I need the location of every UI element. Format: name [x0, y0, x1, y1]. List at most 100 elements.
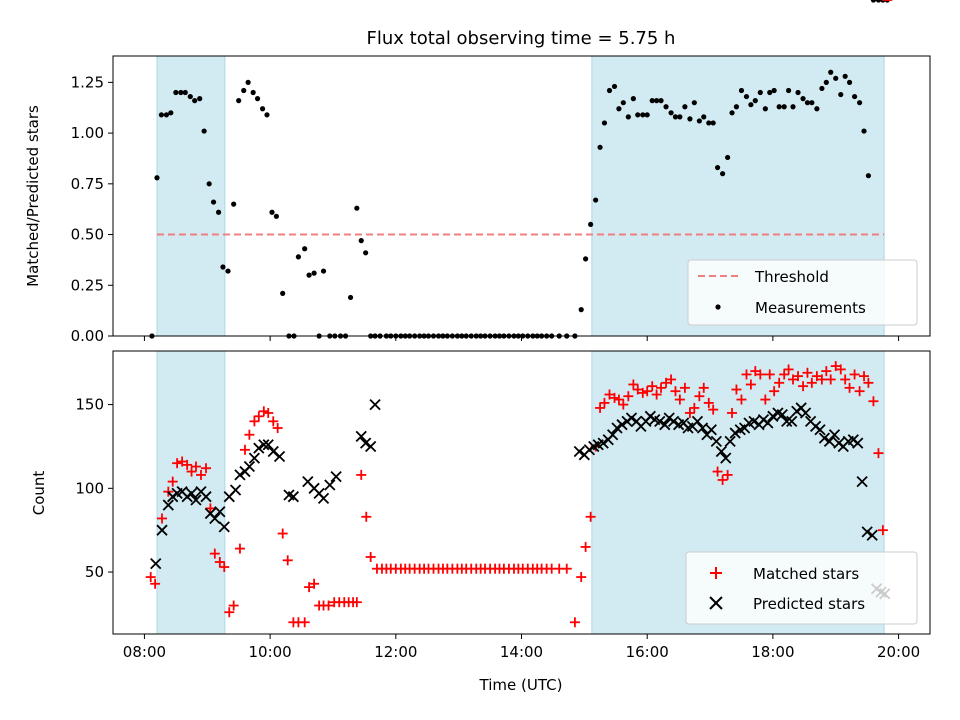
predicted-star-point: [691, 415, 704, 427]
legend-measurements-label: Measurements: [755, 299, 866, 317]
matched-star-point: [632, 384, 643, 395]
predicted-star-point: [852, 437, 864, 449]
top-y-axis-label: Matched/Predicted stars: [24, 105, 42, 287]
predicted-star-point: [729, 427, 741, 439]
matched-star-point: [769, 386, 780, 397]
matched-star-point: [806, 377, 817, 388]
measurement-point: [192, 98, 198, 104]
matched-star-point: [674, 394, 685, 405]
measurement-point: [259, 106, 266, 112]
matched-star-point: [793, 371, 804, 382]
measurement-point: [677, 114, 683, 120]
legend-predicted-label: Predicted stars: [753, 595, 865, 613]
bottom-x-axis-label: Time (UTC): [479, 676, 563, 694]
predicted-star-point: [190, 494, 202, 506]
predicted-star-point: [781, 415, 793, 427]
measurement-point: [654, 98, 660, 104]
measurement-point: [241, 87, 247, 94]
predicted-star-point: [218, 521, 230, 533]
matched-star-point: [750, 366, 761, 377]
predicted-star-point: [258, 439, 270, 451]
matched-star-point: [670, 386, 681, 397]
bottom-y-axis-label: Count: [30, 471, 48, 516]
predicted-star-point: [866, 529, 878, 541]
matched-star-point: [234, 543, 245, 554]
top-x-ticks: [143, 336, 900, 341]
matched-star-point: [609, 392, 620, 403]
predicted-star-point: [330, 470, 342, 483]
matched-star-point: [569, 617, 580, 628]
predicted-star-point: [229, 484, 242, 496]
predicted-star-point: [767, 410, 779, 422]
measurement-point: [672, 114, 679, 120]
matched-star-point: [717, 474, 728, 485]
measurement-point: [187, 93, 193, 100]
matched-star-point: [580, 541, 591, 552]
measurement-point: [231, 201, 237, 207]
matched-star-point: [356, 469, 367, 480]
matched-star-point: [244, 429, 255, 440]
legend-threshold-label: Threshold: [754, 268, 829, 286]
measurement-point: [264, 112, 270, 118]
x-tick-label: 18:00: [751, 643, 794, 661]
matched-star-point: [239, 444, 250, 455]
predicted-star-point: [710, 435, 722, 448]
measurement-point: [220, 264, 226, 270]
predicted-star-point: [273, 450, 286, 463]
top-legend: Threshold Measurements: [687, 259, 918, 326]
measurement-point: [295, 254, 301, 260]
predicted-star-point: [355, 430, 367, 443]
matched-star-point: [195, 469, 206, 480]
predicted-star-point: [616, 419, 628, 431]
matched-star-point: [708, 404, 719, 415]
x-tick-label: 16:00: [626, 643, 669, 661]
predicted-star-point: [253, 442, 265, 454]
measurement-point: [273, 213, 279, 219]
measurement-point: [809, 100, 815, 106]
matched-star-point: [150, 578, 161, 589]
predicted-star-point: [828, 429, 841, 441]
matched-star-point: [811, 371, 822, 382]
matched-star-point: [309, 578, 320, 589]
matched-star-point: [249, 416, 260, 427]
matched-star-point: [844, 382, 855, 393]
predicted-star-point: [597, 437, 609, 449]
measurement-point: [733, 104, 740, 110]
predicted-star-point: [248, 452, 261, 464]
matched-star-point: [263, 407, 274, 418]
matched-star-point: [712, 466, 723, 477]
measurement-point: [771, 87, 777, 94]
predicted-star-point: [365, 440, 377, 453]
matched-star-point: [731, 384, 742, 395]
matched-star-point: [201, 463, 212, 474]
matched-star-point: [647, 381, 658, 392]
measurement-point: [738, 87, 745, 94]
measurement-point: [795, 89, 801, 96]
predicted-star-point: [243, 460, 256, 473]
measurement-point: [236, 98, 242, 104]
matched-star-point: [214, 556, 225, 567]
measurement-point: [701, 114, 707, 120]
bottom-legend: Matched stars Predicted stars: [685, 551, 918, 625]
matched-star-point: [736, 394, 747, 405]
measurement-point: [743, 93, 750, 100]
matched-star-point: [666, 374, 677, 385]
predicted-star-point: [814, 424, 826, 436]
measurement-point: [254, 96, 261, 102]
predicted-star-point: [715, 445, 727, 458]
measurement-point: [828, 69, 834, 75]
y-tick-label: 0.75: [71, 175, 104, 193]
measurement-point: [668, 110, 674, 116]
matched-star-point: [727, 407, 738, 418]
measurement-point: [280, 290, 286, 296]
measurement-point: [201, 128, 207, 134]
predicted-star-point: [823, 435, 836, 448]
measurement-point: [875, 0, 882, 3]
matched-star-point: [651, 389, 662, 400]
predicted-star-point: [156, 524, 168, 536]
matched-star-point: [755, 369, 766, 380]
top-legend-box: [687, 259, 918, 326]
matched-star-point: [190, 461, 201, 472]
matched-star-point: [764, 369, 775, 380]
measurement-point: [857, 100, 863, 106]
